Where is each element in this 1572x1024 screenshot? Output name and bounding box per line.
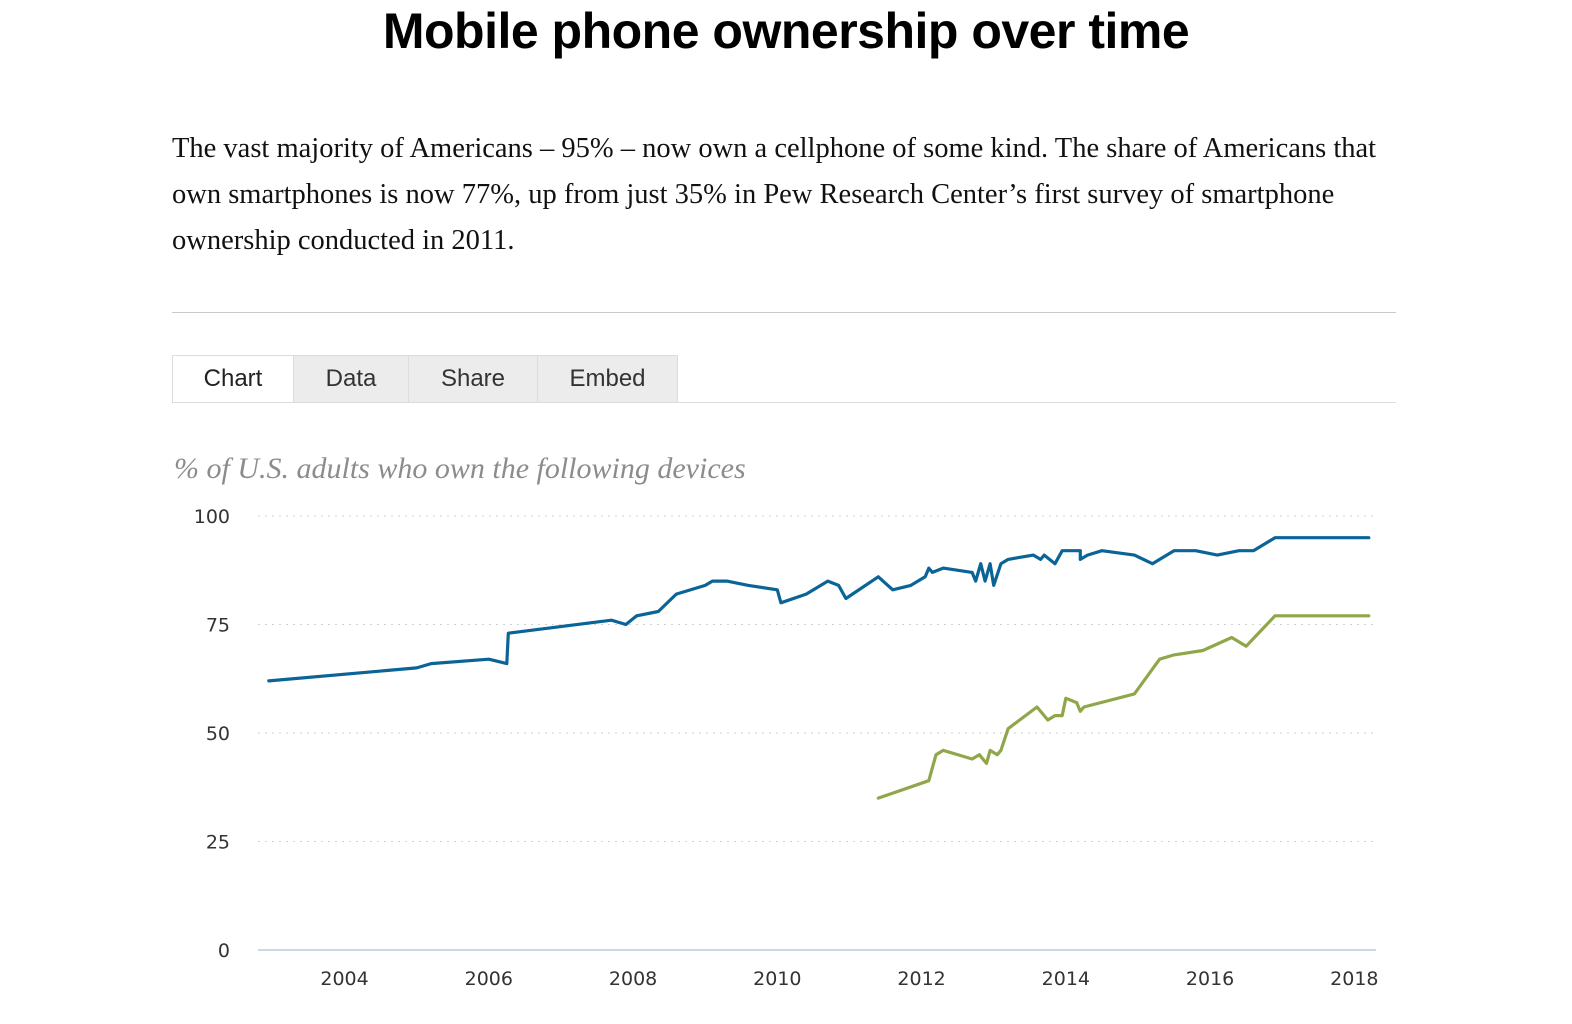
tab-chart[interactable]: Chart — [172, 355, 294, 403]
x-tick-label: 2016 — [1186, 968, 1234, 990]
y-axis: 0 25 50 75 100 — [194, 506, 230, 962]
intro-paragraph: The vast majority of Americans – 95% – n… — [172, 133, 1377, 256]
chart-grid — [258, 515, 1376, 951]
page-title: Mobile phone ownership over time — [382, 3, 1190, 59]
x-tick-label: 2008 — [609, 968, 657, 990]
tab-bar: Chart Data Share Embed — [172, 355, 678, 403]
series-line-1 — [267, 536, 1371, 683]
x-tick-label: 2014 — [1042, 968, 1090, 990]
x-tick-label: 2010 — [753, 968, 801, 990]
y-tick-label: 50 — [206, 723, 230, 745]
series-line-2 — [876, 614, 1371, 800]
x-tick-label: 2004 — [320, 968, 368, 990]
x-tick-label: 2006 — [465, 968, 513, 990]
x-tick-label: 2012 — [897, 968, 945, 990]
tab-underline — [172, 402, 1396, 403]
y-tick-label: 0 — [218, 940, 230, 962]
tab-embed[interactable]: Embed — [538, 355, 678, 403]
y-tick-label: 25 — [206, 832, 230, 854]
x-axis: 2004 2006 2008 2010 2012 2014 2016 2018 — [320, 968, 1378, 990]
section-divider — [172, 312, 1396, 313]
chart-subtitle: % of U.S. adults who own the following d… — [174, 452, 746, 485]
x-tick-label: 2018 — [1330, 968, 1378, 990]
tab-data[interactable]: Data — [294, 355, 409, 403]
y-tick-label: 100 — [194, 506, 230, 528]
chart-series — [267, 536, 1371, 800]
y-tick-label: 75 — [206, 615, 230, 637]
